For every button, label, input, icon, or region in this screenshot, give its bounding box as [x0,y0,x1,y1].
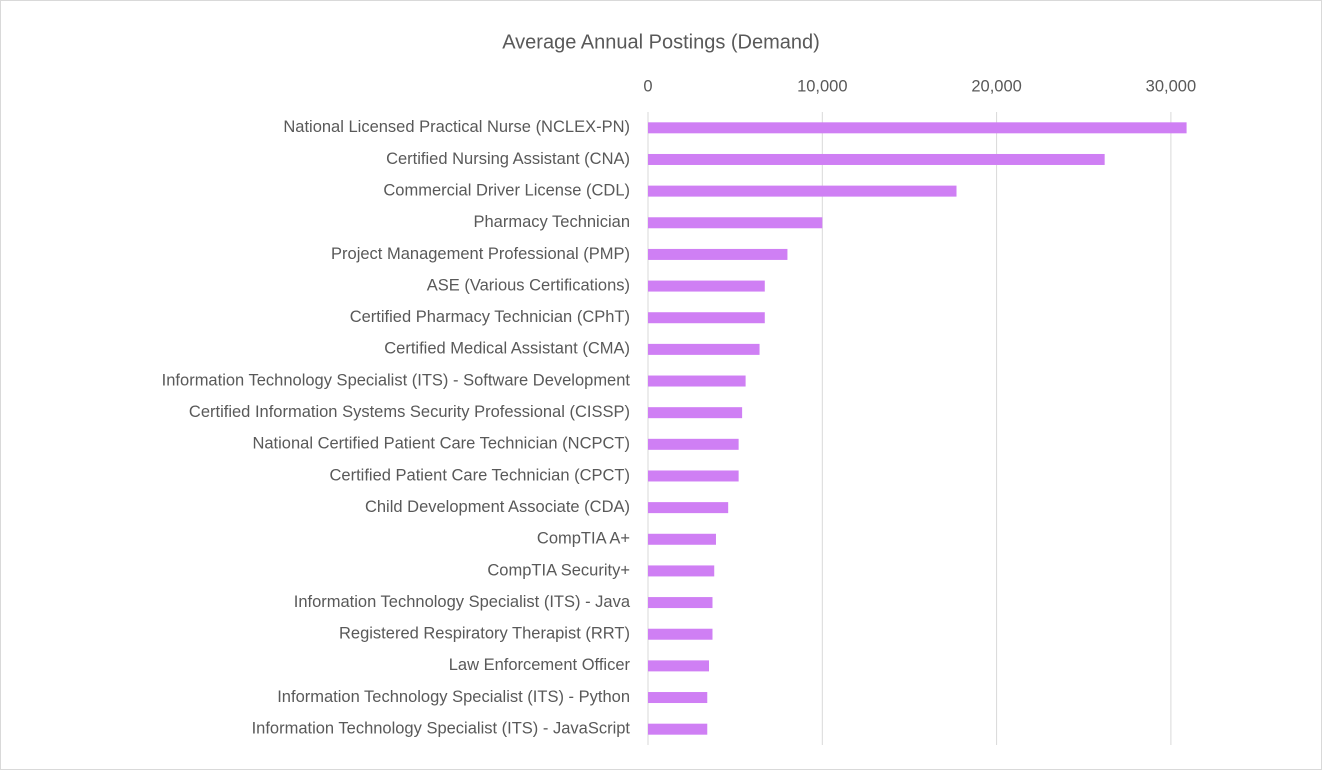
y-tick-label: Pharmacy Technician [473,213,630,231]
bar [648,407,743,419]
x-tick-label: 10,000 [797,77,847,95]
bar [648,692,708,704]
y-tick-label: Information Technology Specialist (ITS) … [294,593,631,611]
x-tick-label: 20,000 [971,77,1021,95]
bar [648,312,765,324]
bar [648,248,788,260]
bar [648,470,739,482]
y-tick-label: Law Enforcement Officer [449,656,631,674]
bar [648,217,823,229]
y-tick-label: Project Management Professional (PMP) [331,245,630,263]
y-tick-label: National Licensed Practical Nurse (NCLEX… [283,118,630,136]
y-tick-label: National Certified Patient Care Technici… [252,435,630,453]
bar [648,375,746,387]
bar [648,280,765,292]
bar [648,343,760,355]
bar [648,660,710,672]
bar [648,122,1187,134]
y-tick-label: Certified Nursing Assistant (CNA) [386,150,630,168]
y-tick-label: Child Development Associate (CDA) [365,498,630,516]
bar [648,565,715,577]
y-tick-label: Certified Pharmacy Technician (CPhT) [350,308,630,326]
y-tick-label: Commercial Driver License (CDL) [383,181,630,199]
bar [648,533,716,545]
y-tick-label: Information Technology Specialist (ITS) … [277,688,630,706]
bar [648,153,1105,165]
bar [648,502,729,514]
bar [648,628,713,640]
y-tick-label: Certified Information Systems Security P… [189,403,630,421]
y-tick-label: ASE (Various Certifications) [427,276,630,294]
x-tick-label: 30,000 [1146,77,1196,95]
y-tick-label: Registered Respiratory Therapist (RRT) [339,625,630,643]
bar [648,597,713,609]
y-tick-label: Information Technology Specialist (ITS) … [162,371,631,389]
bar [648,438,739,450]
y-tick-label: CompTIA Security+ [487,561,630,579]
chart-title: Average Annual Postings (Demand) [502,31,820,53]
bar [648,723,708,735]
y-tick-label: Certified Patient Care Technician (CPCT) [330,466,630,484]
y-tick-label: CompTIA A+ [537,530,630,548]
y-tick-label: Certified Medical Assistant (CMA) [384,340,630,358]
y-tick-label: Information Technology Specialist (ITS) … [252,720,631,738]
bar [648,185,957,197]
x-tick-label: 0 [643,77,652,95]
